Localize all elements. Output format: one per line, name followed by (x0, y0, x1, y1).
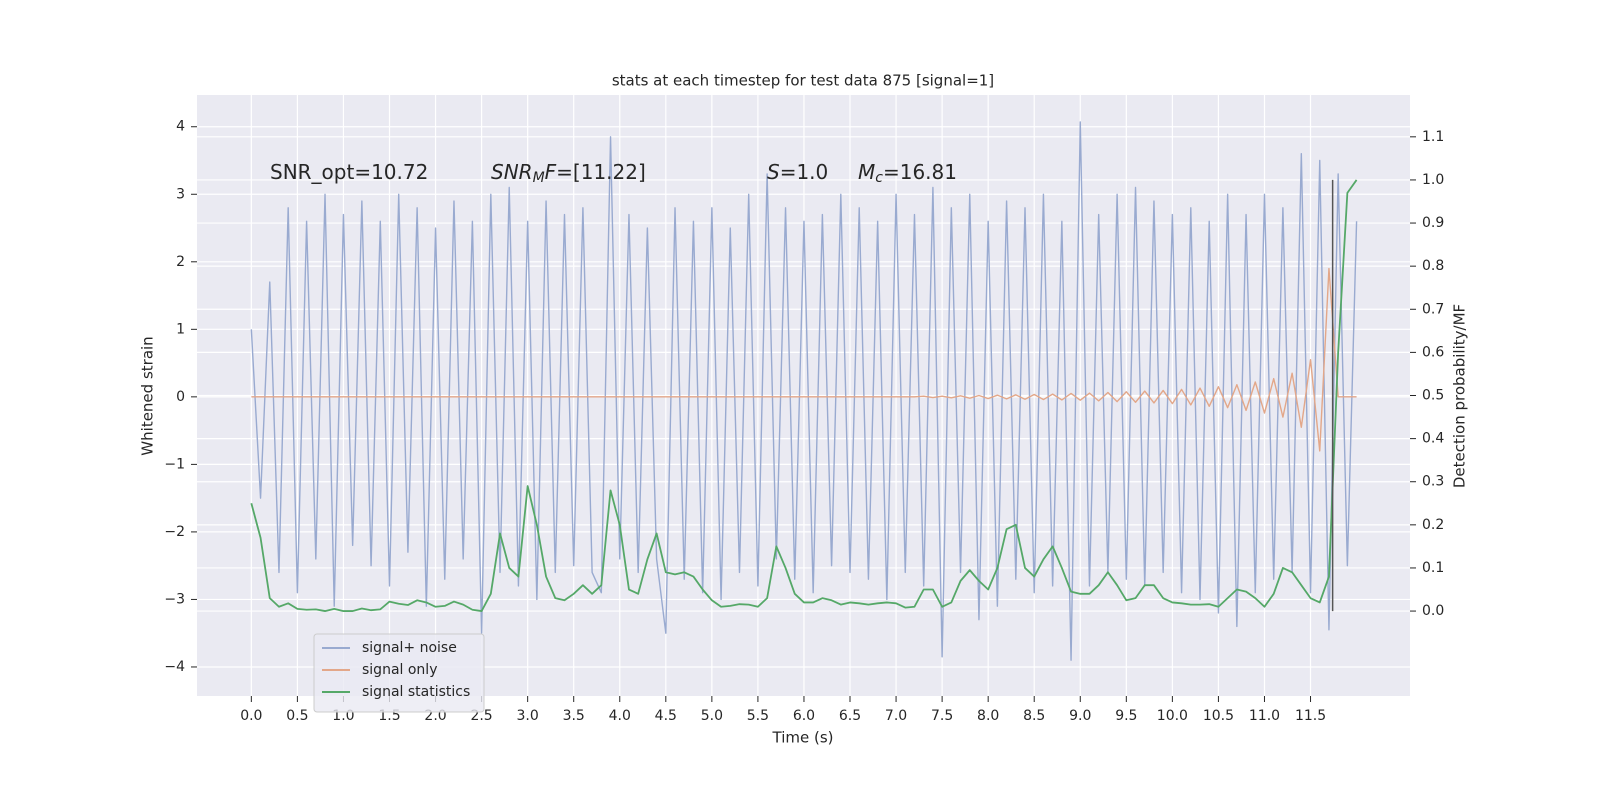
x-tick-label: 6.5 (839, 708, 861, 724)
x-tick-label: 4.0 (609, 708, 631, 724)
series-line (251, 267, 1357, 452)
annotation-part: =16.81 (883, 160, 957, 184)
y-tick-label: −1 (164, 456, 185, 472)
annotation-part: c (875, 170, 883, 186)
annotation-part: SNR_opt=10.72 (270, 160, 428, 184)
y2-tick-label: 1.0 (1422, 172, 1444, 188)
x-tick-label: 6.0 (793, 708, 815, 724)
legend-label: signal+ noise (362, 640, 457, 656)
y-tick-label: 0 (176, 389, 185, 405)
annotation-part: SNR (491, 160, 533, 184)
y2-tick-label: 1.1 (1422, 129, 1444, 145)
series-line (250, 121, 1358, 661)
y-tick-label: 1 (176, 321, 185, 337)
y2-tick-label: 0.9 (1422, 215, 1444, 231)
legend-box (313, 633, 485, 713)
x-tick-label: 5.5 (747, 708, 769, 724)
x-tick-label: 10.0 (1157, 708, 1188, 724)
legend-label: signal statistics (362, 684, 470, 700)
legend: signal+ noise signal only signal statistic… (313, 633, 485, 713)
y2-axis-label: Detection probability/MF (1451, 304, 1469, 488)
y-tick-label: −3 (164, 591, 185, 607)
y2-tick-label: 0.7 (1422, 301, 1444, 317)
annotation-part: M (858, 160, 875, 184)
x-tick-label: 0.5 (286, 708, 308, 724)
x-axis-label: Time (s) (772, 729, 834, 747)
x-tick-label: 11.0 (1249, 708, 1280, 724)
y2-tick-label: 0.8 (1422, 258, 1444, 274)
y-tick-label: −4 (164, 659, 185, 675)
x-tick-label: 0.0 (240, 708, 262, 724)
x-tick-label: 8.0 (977, 708, 999, 724)
y-tick-label: 2 (176, 254, 185, 270)
y-tick-label: −2 (164, 524, 185, 540)
x-tick-label: 5.0 (701, 708, 723, 724)
y-tick-label: 3 (176, 186, 185, 202)
annotation-part: M (533, 170, 545, 186)
x-tick-label: 9.0 (1069, 708, 1091, 724)
x-tick-label: 3.5 (563, 708, 585, 724)
y2-tick-label: 0.5 (1422, 388, 1444, 404)
y2-tick-label: 0.4 (1422, 431, 1444, 447)
x-tick-label: 7.0 (885, 708, 907, 724)
x-tick-label: 8.5 (1023, 708, 1045, 724)
annotation: S=1.0 (767, 160, 828, 184)
chart-title: stats at each timestep for test data 875… (612, 72, 994, 90)
annotation-part: F (545, 160, 557, 184)
series-line (250, 179, 1358, 612)
x-tick-label: 4.5 (655, 708, 677, 724)
legend-label: signal only (362, 662, 437, 678)
y2-tick-label: 0.6 (1422, 344, 1444, 360)
y2-tick-label: 0.0 (1422, 603, 1444, 619)
annotation: Mc=16.81 (858, 160, 957, 187)
annotation: SNR_opt=10.72 (270, 160, 428, 184)
annotation-part: =[11.22] (556, 160, 646, 184)
y2-tick-label: 0.3 (1422, 474, 1444, 490)
y2-tick-label: 0.1 (1422, 560, 1444, 576)
y-tick-label: 4 (176, 119, 185, 135)
annotation-part: =1.0 (780, 160, 829, 184)
x-tick-label: 10.5 (1203, 708, 1234, 724)
annotation-part: S (767, 160, 780, 184)
x-tick-label: 3.0 (517, 708, 539, 724)
y-axis-label: Whitened strain (139, 336, 157, 455)
x-tick-label: 11.5 (1295, 708, 1326, 724)
annotation: SNRMF=[11.22] (491, 160, 646, 187)
y2-tick-label: 0.2 (1422, 517, 1444, 533)
x-tick-label: 7.5 (931, 708, 953, 724)
x-tick-label: 9.5 (1115, 708, 1137, 724)
